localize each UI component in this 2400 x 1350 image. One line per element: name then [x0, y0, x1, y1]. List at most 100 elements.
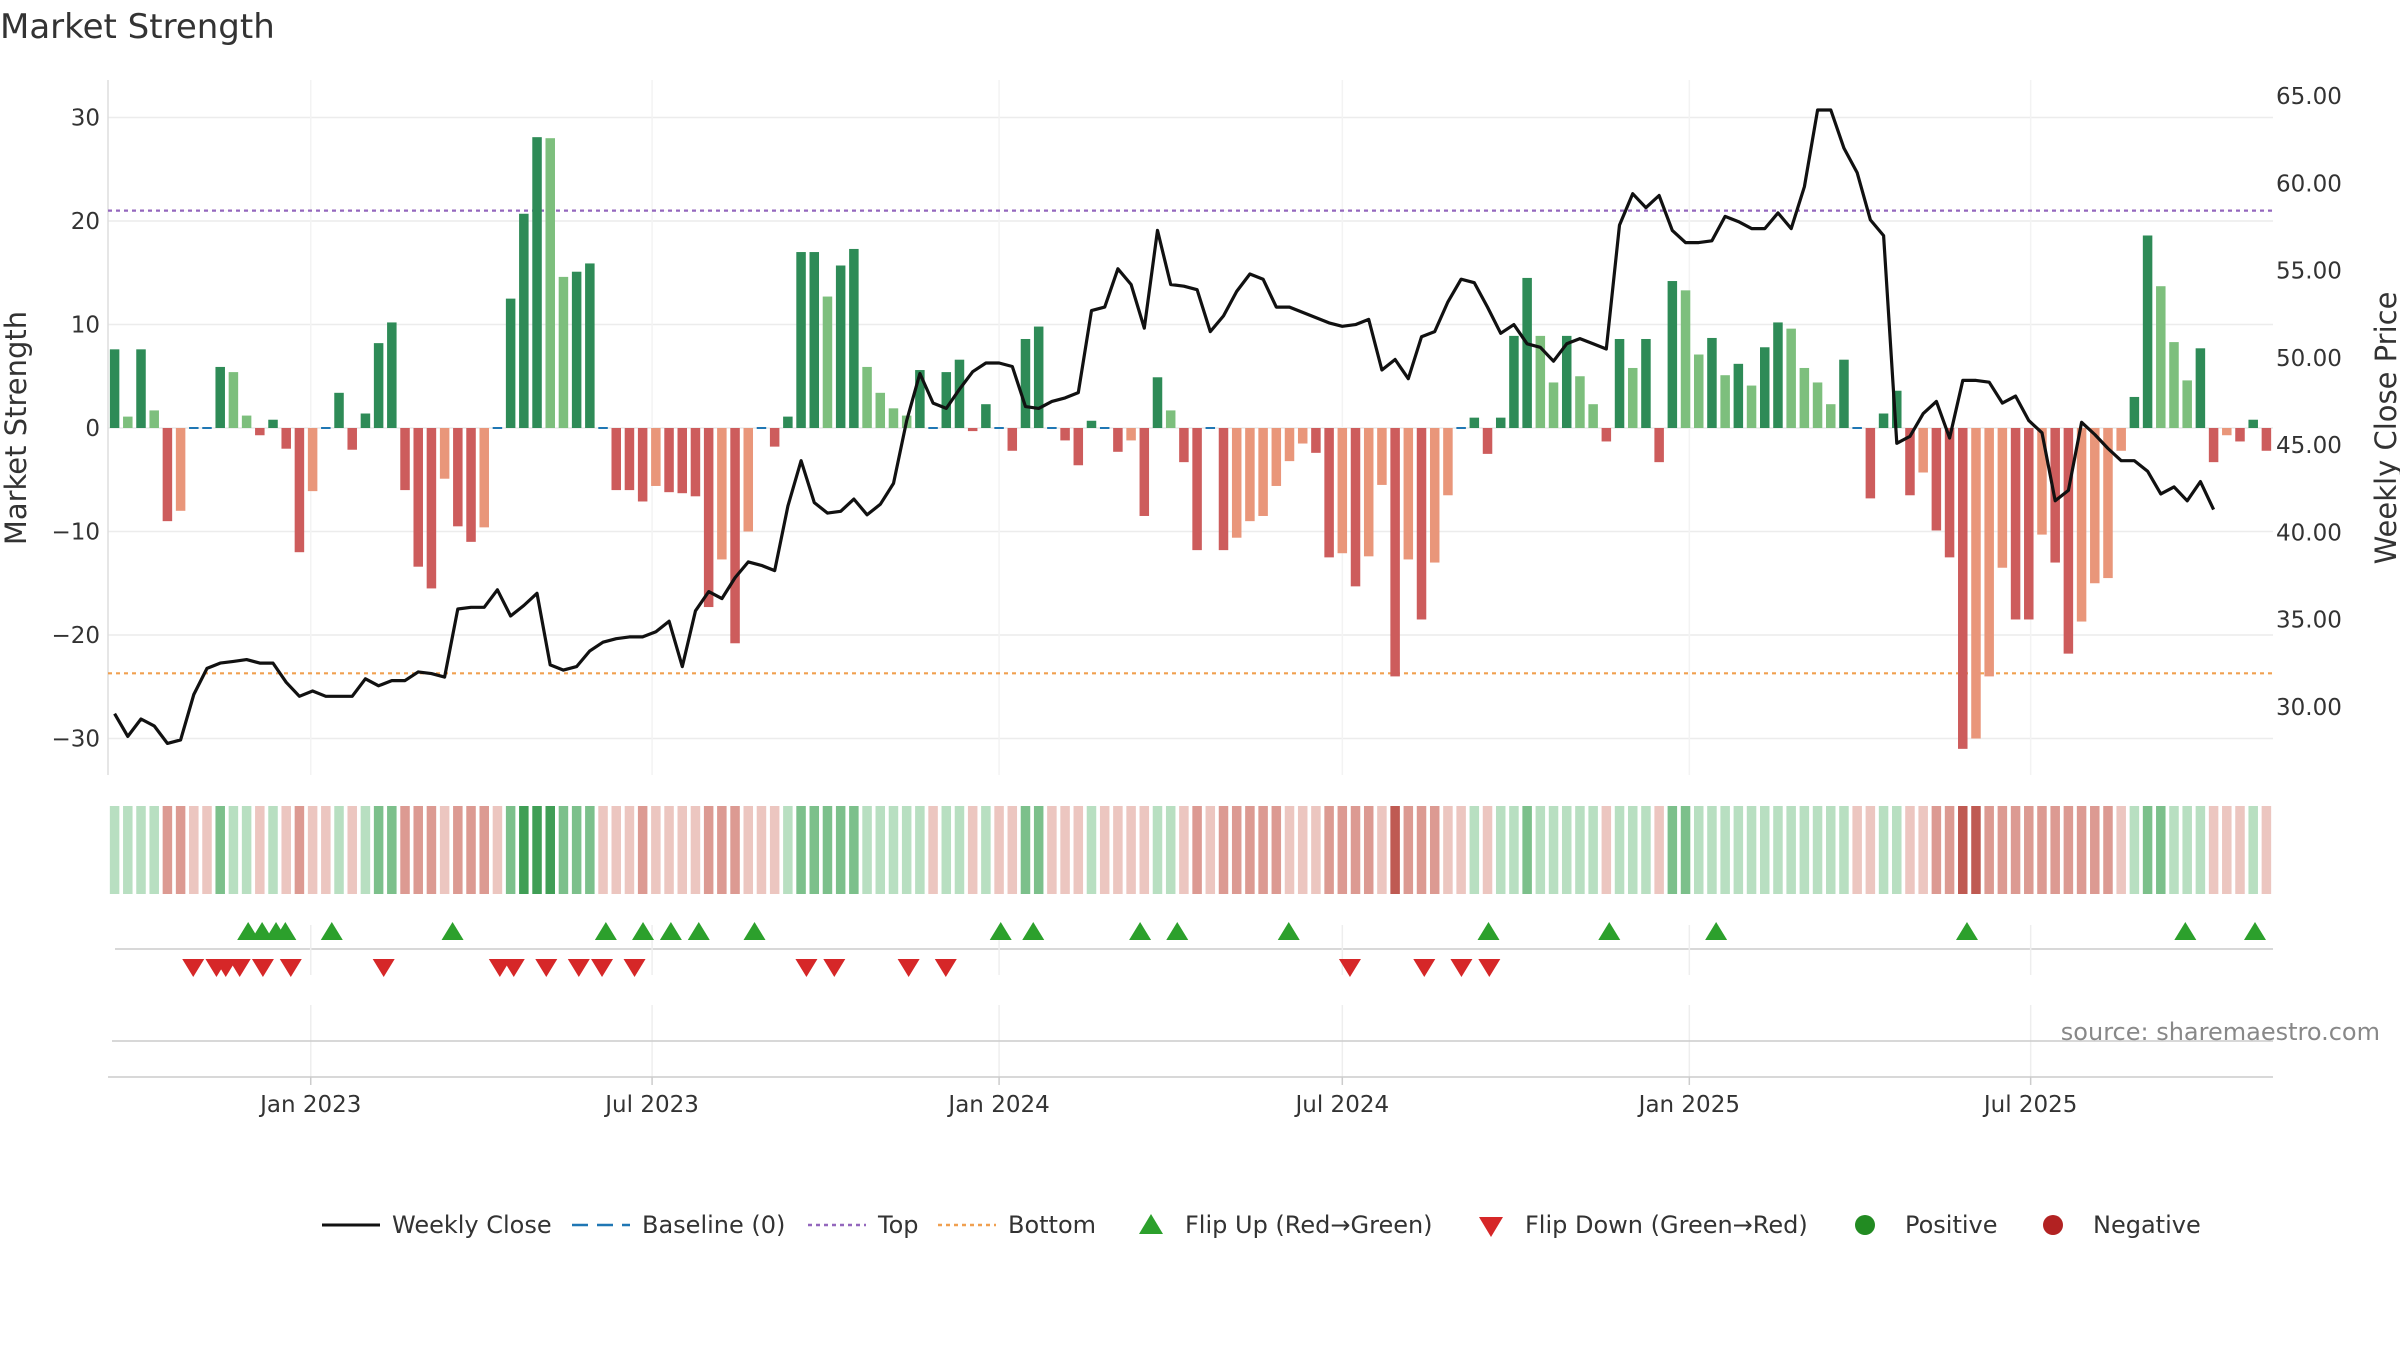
flip-down-marker — [372, 959, 395, 977]
strength-bar — [400, 428, 410, 491]
flip-up-marker — [687, 922, 710, 940]
regime-heat-strip — [109, 806, 2272, 894]
regime-cell — [743, 806, 754, 894]
strength-bar — [2037, 428, 2047, 535]
regime-cell — [123, 806, 133, 894]
strength-bar — [2222, 428, 2232, 436]
regime-cell — [928, 806, 938, 894]
strength-bar — [664, 428, 674, 493]
strength-bar — [558, 276, 569, 428]
strength-bar — [109, 349, 120, 428]
flip-down-marker — [591, 959, 614, 977]
strength-bar — [228, 372, 239, 428]
flip-down-marker — [567, 959, 590, 977]
regime-cell — [2063, 806, 2074, 894]
strength-bar — [1746, 385, 1757, 428]
strength-bar — [1786, 328, 1796, 428]
source-label: source: sharemaestro.com — [2061, 1018, 2380, 1046]
regime-cell — [294, 806, 305, 894]
regime-cell — [1271, 806, 1282, 894]
flip-down-marker — [214, 959, 237, 977]
flip-down-marker — [228, 959, 251, 977]
strength-bar — [2090, 428, 2100, 584]
regime-cell — [519, 806, 529, 894]
strength-bar — [1535, 335, 1546, 428]
strength-bar — [2116, 428, 2126, 451]
flip-down-marker — [897, 959, 920, 977]
regime-cell — [1575, 806, 1585, 894]
guide-lines — [108, 209, 2273, 675]
strength-bar — [1641, 338, 1651, 428]
regime-cell — [730, 806, 740, 894]
strength-bar — [1812, 382, 1823, 428]
regime-cell — [875, 806, 886, 894]
strength-bar — [1443, 428, 1453, 496]
flip-down-marker — [1478, 959, 1501, 977]
regime-cell — [1073, 806, 1084, 894]
flip-markers-panel — [115, 922, 2273, 977]
strength-bar — [1509, 335, 1519, 428]
strength-bar — [809, 252, 820, 428]
strength-bar — [2169, 342, 2179, 428]
strength-bar — [2261, 428, 2272, 451]
x-tick-label: Jan 2024 — [946, 1092, 1049, 1118]
x-tick-label: Jul 2025 — [1982, 1092, 2078, 1118]
regime-cell — [1429, 806, 1440, 894]
x-tick-label: Jan 2025 — [1637, 1092, 1740, 1118]
regime-cell — [175, 806, 186, 894]
strength-bar — [1548, 382, 1559, 428]
regime-cell — [2090, 806, 2100, 894]
regime-cell — [1324, 806, 1334, 894]
legend-item: Flip Up (Red→Green) — [1139, 1211, 1433, 1239]
strength-bar — [1826, 404, 1836, 428]
strength-bar — [1020, 338, 1031, 428]
strength-bar — [1060, 428, 1070, 441]
strength-bar — [769, 428, 780, 447]
strength-bar — [835, 265, 846, 428]
regime-cell — [466, 806, 476, 894]
regime-cell — [505, 806, 516, 894]
strength-bar — [941, 372, 952, 428]
legend-item: Flip Down (Green→Red) — [1479, 1211, 1808, 1239]
regime-cell — [756, 806, 767, 894]
strength-bar — [1482, 428, 1493, 454]
regime-cell — [1588, 806, 1598, 894]
strength-bar — [1865, 428, 1876, 499]
flip-up-marker — [632, 922, 655, 940]
regime-cell — [717, 806, 727, 894]
regime-cell — [1165, 806, 1176, 894]
regime-cell — [796, 806, 806, 894]
regime-cell — [1126, 806, 1136, 894]
regime-cell — [1350, 806, 1361, 894]
strength-bar — [1654, 428, 1664, 463]
regime-cell — [769, 806, 780, 894]
regime-cell — [1627, 806, 1638, 894]
strength-bar — [730, 428, 740, 644]
flip-up-marker — [1955, 922, 1978, 940]
legend-label: Negative — [2093, 1211, 2201, 1239]
strength-bar — [1627, 367, 1638, 428]
regime-cell — [1218, 806, 1229, 894]
strength-bar — [2129, 396, 2140, 428]
regime-cell — [2169, 806, 2179, 894]
legend-item: Baseline (0) — [572, 1211, 785, 1239]
strength-bar — [307, 428, 318, 492]
legend-label: Flip Down (Green→Red) — [1525, 1211, 1808, 1239]
y2-tick-label: 35.00 — [2276, 608, 2342, 634]
flip-up-marker — [989, 922, 1012, 940]
strength-bar — [717, 428, 727, 560]
strength-bar — [1311, 428, 1321, 453]
strength-bar — [1707, 337, 1717, 428]
regime-cell — [598, 806, 608, 894]
regime-cell — [2235, 806, 2245, 894]
regime-cell — [2116, 806, 2126, 894]
regime-cell — [1746, 806, 1757, 894]
legend-negative-swatch — [2043, 1215, 2063, 1235]
strength-bar — [981, 404, 991, 428]
strength-bar — [2248, 419, 2258, 428]
regime-cell — [215, 806, 225, 894]
strength-bar — [1469, 417, 1480, 428]
regime-cell — [321, 806, 331, 894]
weekly-close-line — [113, 108, 2216, 746]
